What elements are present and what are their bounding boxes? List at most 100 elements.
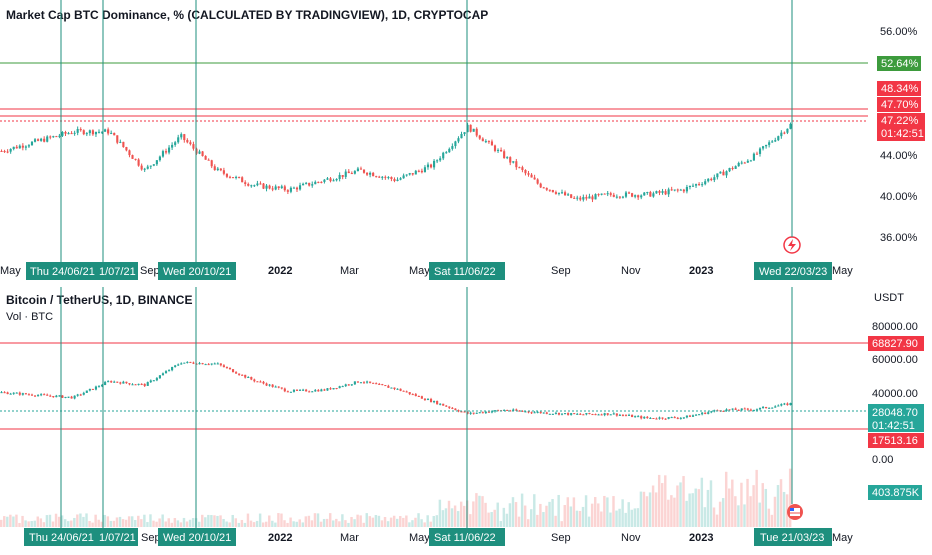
dominance-candle[interactable] (277, 186, 280, 189)
dominance-candle[interactable] (521, 167, 524, 170)
dominance-candle[interactable] (448, 148, 451, 153)
dominance-candle[interactable] (222, 170, 225, 174)
btc-candle[interactable] (67, 396, 70, 398)
btc-candle[interactable] (548, 413, 551, 415)
btc-candle[interactable] (728, 409, 731, 411)
btc-candle[interactable] (484, 411, 487, 414)
btc-candle[interactable] (146, 382, 149, 386)
dominance-candle[interactable] (131, 155, 134, 159)
dominance-candle[interactable] (387, 177, 390, 179)
dominance-candle[interactable] (27, 145, 31, 147)
dominance-candle[interactable] (631, 193, 634, 197)
dominance-candle[interactable] (274, 186, 277, 190)
btc-candle[interactable] (521, 410, 524, 412)
dominance-candle[interactable] (55, 136, 58, 138)
btc-volume-tag[interactable]: 403.875K (868, 485, 922, 500)
dominance-candle[interactable] (100, 131, 104, 133)
dominance-candle[interactable] (268, 185, 271, 189)
btc-candle[interactable] (387, 385, 390, 388)
btc-candle[interactable] (594, 414, 597, 416)
btc-candle[interactable] (563, 413, 567, 415)
dominance-candle[interactable] (33, 139, 37, 142)
btc-candle[interactable] (359, 382, 363, 384)
dominance-candle[interactable] (612, 194, 615, 197)
dominance-candle[interactable] (527, 173, 530, 175)
btc-candle[interactable] (551, 413, 554, 415)
dominance-candle[interactable] (774, 140, 777, 142)
dominance-candle[interactable] (204, 156, 207, 160)
dominance-candle[interactable] (381, 176, 384, 178)
dominance-candle[interactable] (725, 171, 728, 176)
dominance-candle[interactable] (655, 191, 658, 194)
dominance-candle[interactable] (46, 136, 49, 142)
dominance-candle[interactable] (734, 166, 737, 169)
btc-candle[interactable] (305, 389, 308, 392)
dominance-candle[interactable] (740, 162, 743, 164)
btc-candle[interactable] (673, 417, 676, 419)
dominance-candle[interactable] (231, 177, 235, 179)
dominance-candle[interactable] (594, 194, 597, 200)
dominance-candle[interactable] (664, 191, 667, 195)
dominance-candle[interactable] (579, 197, 582, 200)
dominance-candle[interactable] (280, 186, 283, 189)
dominance-candle[interactable] (481, 138, 484, 142)
btc-candle[interactable] (567, 413, 570, 415)
dominance-candle[interactable] (484, 141, 487, 143)
btc-candle[interactable] (615, 413, 618, 416)
dominance-candle[interactable] (292, 187, 296, 189)
dominance-candle[interactable] (503, 151, 506, 159)
dominance-candle[interactable] (216, 168, 219, 171)
dominance-candle[interactable] (515, 161, 518, 168)
dominance-candle[interactable] (271, 188, 274, 190)
btc-candle[interactable] (302, 389, 305, 391)
btc-candle[interactable] (256, 381, 259, 383)
dominance-candle[interactable] (716, 173, 719, 178)
dominance-candle[interactable] (137, 159, 140, 166)
btc-candle[interactable] (231, 369, 235, 373)
btc-candle[interactable] (393, 387, 396, 389)
btc-candle[interactable] (329, 388, 332, 390)
btc-candle[interactable] (110, 381, 113, 383)
dominance-candle[interactable] (253, 185, 256, 187)
btc-candle[interactable] (289, 391, 292, 393)
btc-candle[interactable] (643, 416, 646, 419)
btc-candle[interactable] (408, 392, 411, 395)
dominance-candle[interactable] (52, 136, 55, 138)
btc-candle[interactable] (113, 381, 116, 383)
dominance-candle[interactable] (122, 141, 125, 148)
btc-candle[interactable] (573, 413, 576, 415)
dominance-candle[interactable] (283, 186, 286, 191)
btc-price-tag-3[interactable]: 17513.16 (868, 433, 924, 448)
btc-candle[interactable] (481, 412, 484, 414)
dominance-candle[interactable] (107, 129, 110, 134)
btc-candle[interactable] (177, 364, 180, 366)
btc-candle[interactable] (707, 412, 710, 414)
dominance-candle[interactable] (634, 195, 637, 197)
dominance-candle[interactable] (676, 189, 679, 191)
dominance-candle[interactable] (88, 130, 91, 134)
btc-candle[interactable] (152, 380, 155, 382)
dominance-candle[interactable] (329, 178, 332, 182)
btc-candle[interactable] (469, 412, 472, 414)
btc-candle[interactable] (490, 411, 494, 413)
btc-candle[interactable] (509, 410, 512, 412)
dominance-candle[interactable] (143, 168, 146, 170)
lightning-icon[interactable] (783, 236, 801, 254)
btc-candle[interactable] (192, 362, 195, 364)
dominance-candle[interactable] (749, 160, 752, 162)
btc-candle[interactable] (70, 396, 73, 399)
btc-candle[interactable] (94, 386, 98, 390)
btc-candle[interactable] (606, 413, 609, 415)
btc-candle[interactable] (752, 409, 755, 411)
dominance-candle[interactable] (186, 140, 189, 143)
btc-candle[interactable] (414, 394, 417, 396)
btc-candle[interactable] (405, 391, 408, 393)
dominance-candle[interactable] (228, 176, 232, 178)
dominance-candle[interactable] (67, 133, 70, 135)
dominance-candle[interactable] (414, 170, 417, 175)
btc-candle[interactable] (436, 400, 439, 405)
btc-candle[interactable] (780, 404, 783, 406)
dominance-candle[interactable] (0, 150, 3, 152)
btc-candle[interactable] (603, 413, 606, 416)
btc-candle[interactable] (679, 417, 682, 419)
